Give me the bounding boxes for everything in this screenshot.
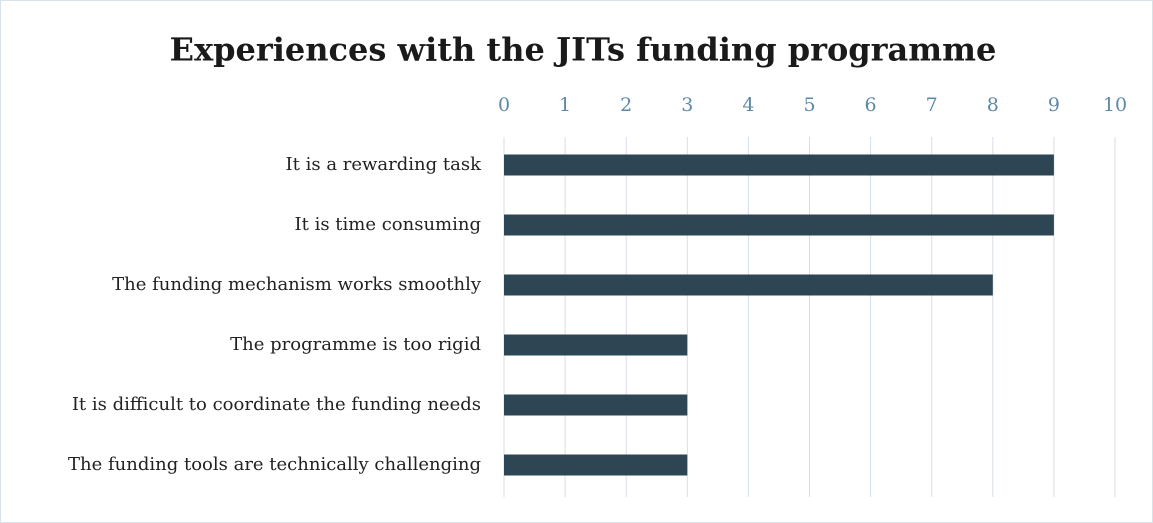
y-tick-label: The programme is too rigid (230, 334, 481, 355)
bar (504, 274, 993, 296)
x-tick-label: 6 (865, 94, 877, 116)
x-tick-label: 2 (620, 94, 632, 116)
y-tick-label: It is time consuming (295, 214, 482, 235)
x-tick-label: 3 (681, 94, 693, 116)
x-tick-label: 5 (803, 94, 815, 116)
y-tick-label: It is a rewarding task (286, 154, 483, 175)
x-tick-label: 1 (559, 94, 571, 116)
x-tick-label: 4 (742, 94, 754, 116)
bar (504, 214, 1054, 236)
x-tick-label: 0 (498, 94, 510, 116)
bar (504, 454, 688, 476)
y-tick-label: The funding tools are technically challe… (68, 454, 481, 475)
x-tick-label: 10 (1103, 94, 1127, 116)
x-tick-label: 7 (926, 94, 938, 116)
y-tick-label: It is difficult to coordinate the fundin… (72, 394, 481, 415)
bar (504, 394, 688, 416)
y-tick-label: The funding mechanism works smoothly (112, 274, 482, 295)
x-tick-label: 9 (1048, 94, 1060, 116)
bar (504, 334, 688, 356)
x-tick-label: 8 (987, 94, 999, 116)
bar (504, 154, 1054, 176)
chart-title: Experiences with the JITs funding progra… (170, 31, 997, 69)
